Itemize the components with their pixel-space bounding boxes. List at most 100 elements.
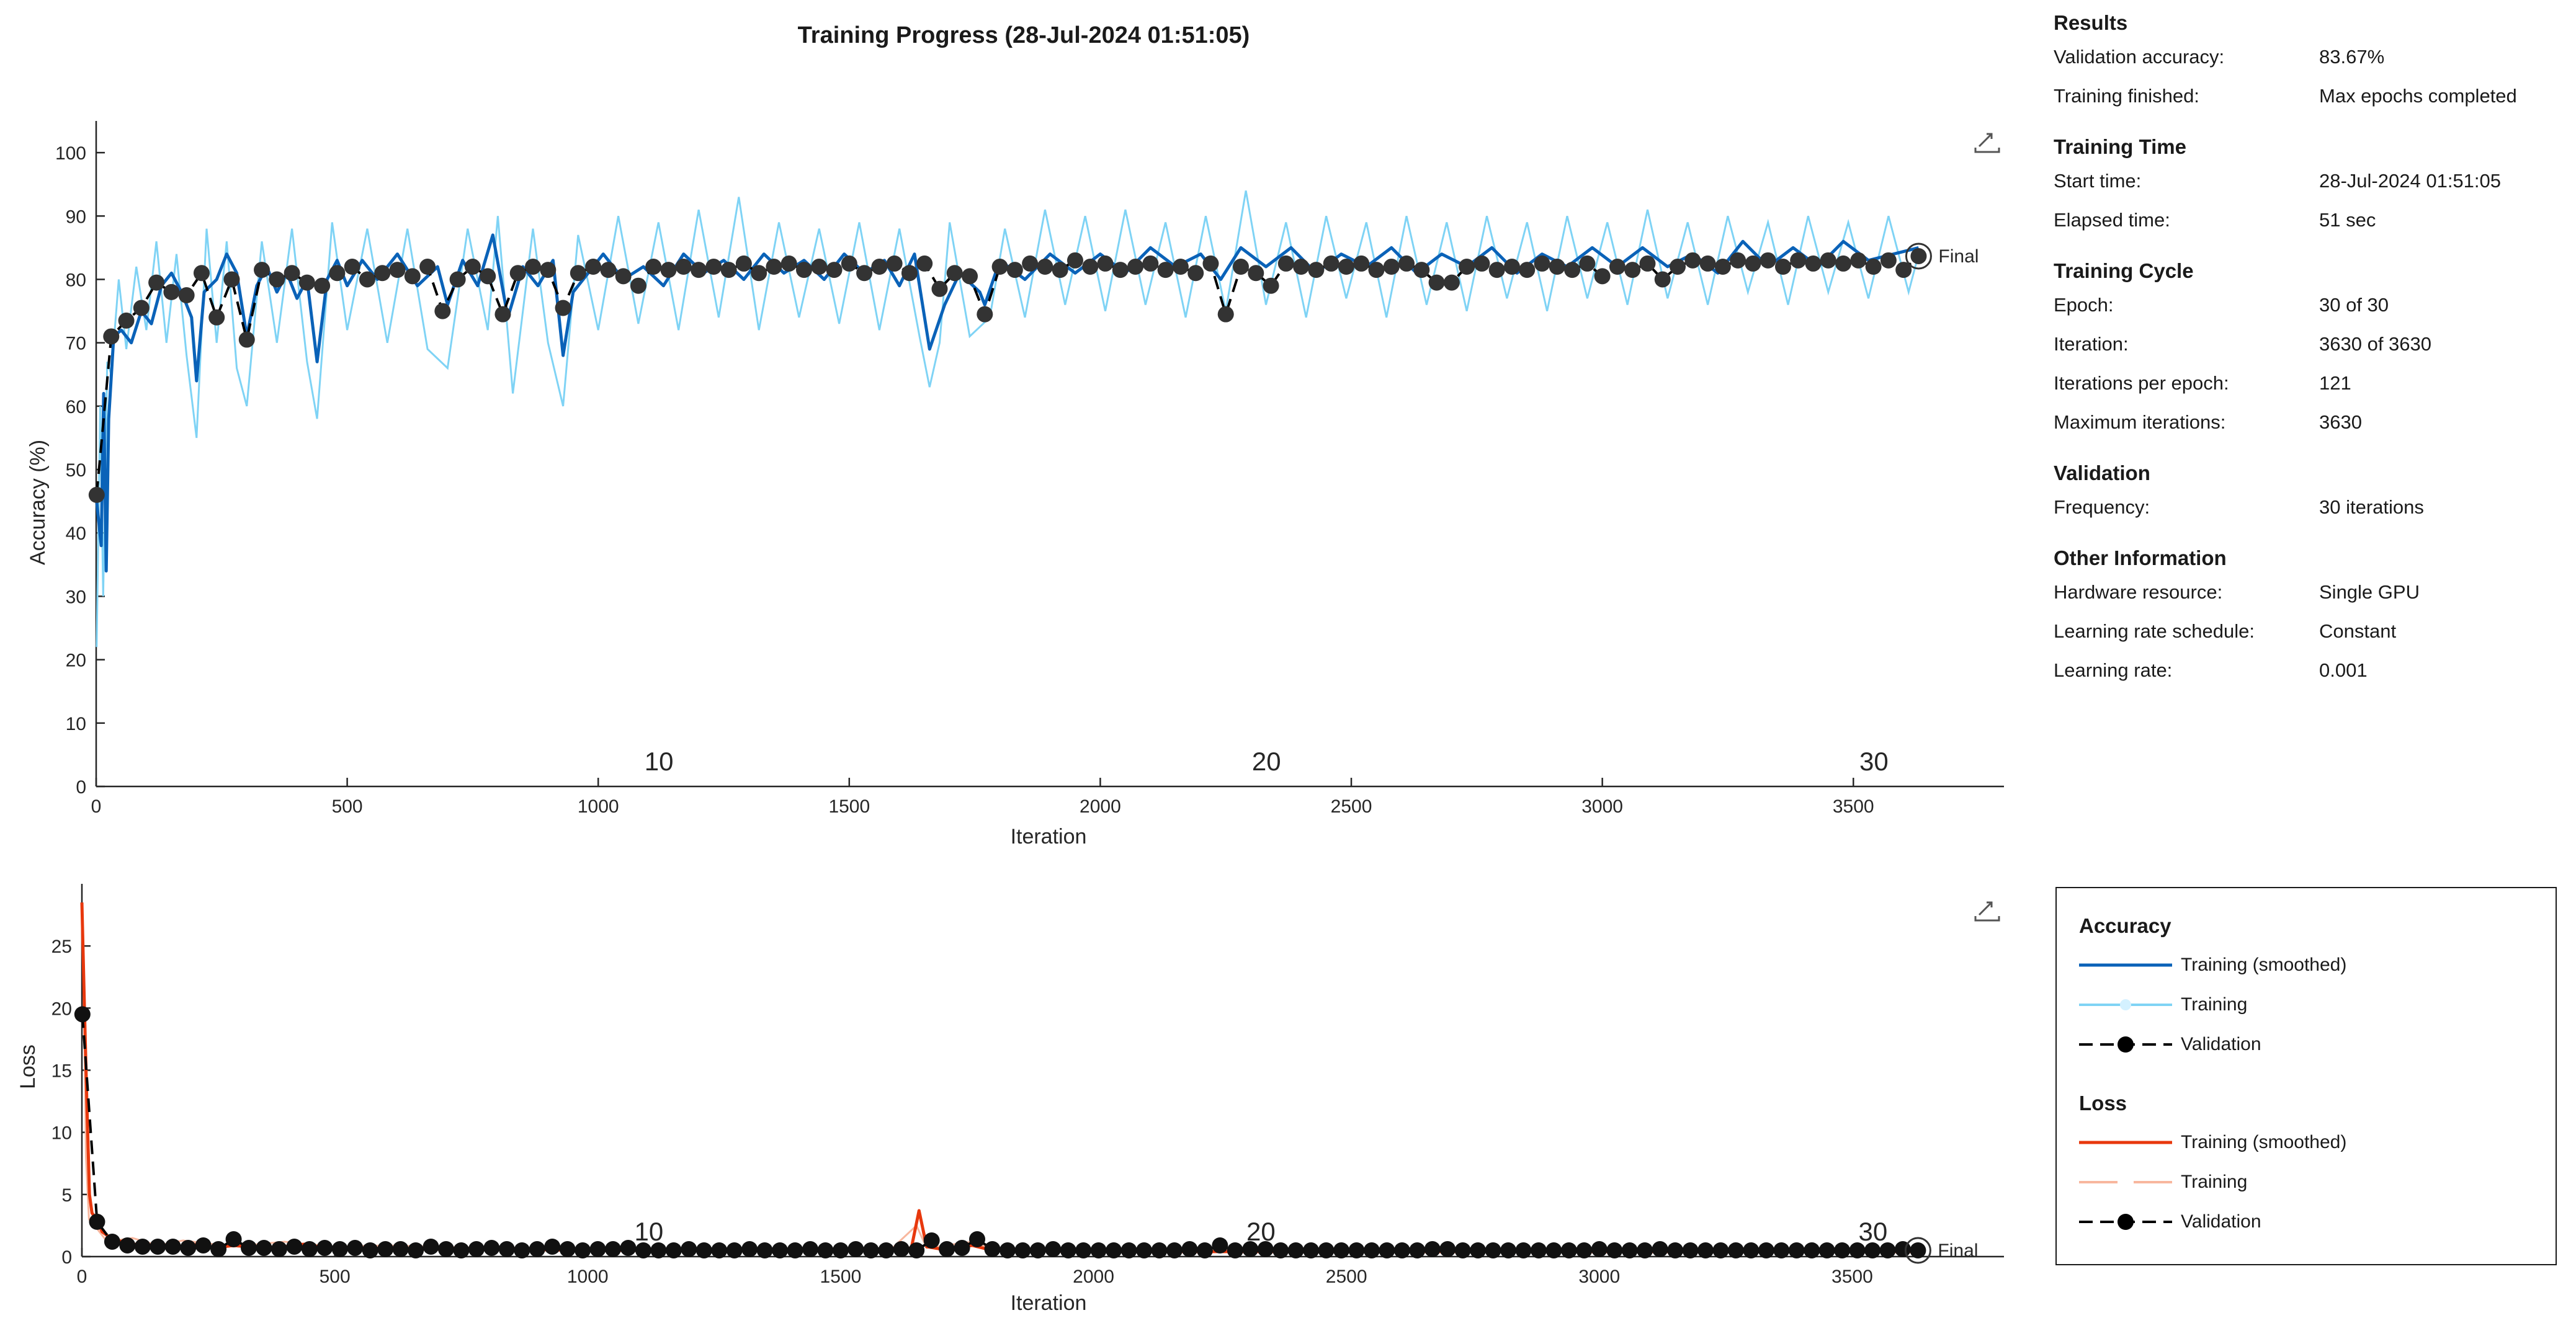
loss-validation-point	[104, 1233, 120, 1250]
loss-validation-point	[316, 1239, 333, 1256]
accuracy-validation-point	[1699, 255, 1716, 272]
accuracy-validation-point	[284, 265, 300, 282]
loss-validation-point	[180, 1239, 197, 1256]
loss-validation-point	[498, 1240, 515, 1257]
loss-validation-point	[1120, 1242, 1137, 1258]
loss-validation-point	[1682, 1242, 1699, 1258]
other-information-heading: Other Information	[2054, 546, 2227, 569]
loss-x-tick-label: 3500	[1831, 1267, 1873, 1287]
info-key: Learning rate:	[2054, 659, 2173, 681]
accuracy-epoch-label: 30	[1859, 747, 1889, 776]
accuracy-validation-point	[1549, 259, 1565, 275]
loss-validation-point	[1318, 1242, 1335, 1258]
loss-validation-point	[210, 1240, 227, 1257]
loss-validation-point	[1637, 1242, 1653, 1258]
loss-validation-point	[74, 1006, 91, 1023]
loss-validation-point	[1257, 1240, 1274, 1257]
accuracy-validation-point	[916, 255, 933, 272]
info-key: Iterations per epoch:	[2054, 372, 2229, 394]
export-icon[interactable]	[1973, 129, 2001, 154]
loss-y-axis-label: Loss	[16, 1044, 40, 1089]
loss-validation-point	[711, 1242, 728, 1258]
learning-rate-row: Learning rate: 0.001	[2054, 651, 2562, 690]
accuracy-validation-point	[931, 280, 948, 297]
accuracy-y-axis-label: Accuracy (%)	[26, 440, 50, 565]
loss-validation-point	[1743, 1242, 1760, 1258]
accuracy-validation-point	[419, 259, 436, 275]
loss-x-tick-label: 0	[77, 1267, 87, 1287]
accuracy-validation-point	[1323, 255, 1339, 272]
other-information-section: Other Information Hardware resource: Sin…	[2054, 544, 2562, 690]
accuracy-x-tick-label: 1000	[578, 796, 619, 817]
info-value: Max epochs completed	[2319, 85, 2517, 107]
loss-validation-point	[1272, 1242, 1289, 1258]
training-time-section: Training Time Start time: 28-Jul-2024 01…	[2054, 133, 2562, 239]
accuracy-validation-point	[1865, 259, 1882, 275]
accuracy-y-tick-label: 60	[66, 397, 86, 417]
loss-validation-point	[301, 1240, 318, 1257]
info-value: 3630	[2319, 411, 2362, 433]
accuracy-validation-point	[1639, 255, 1656, 272]
loss-x-tick-label: 1000	[567, 1267, 609, 1287]
accuracy-validation-point	[1730, 252, 1746, 269]
legend-swatch-loss-smoothed	[2079, 1141, 2172, 1144]
page-title: Training Progress (28-Jul-2024 01:51:05)	[797, 22, 1250, 48]
loss-validation-point	[347, 1239, 364, 1256]
accuracy-validation-point	[434, 303, 451, 319]
loss-validation-point	[377, 1240, 394, 1257]
accuracy-x-tick-label: 0	[91, 796, 102, 817]
loss-validation-point	[1470, 1242, 1487, 1258]
loss-validation-point	[256, 1239, 272, 1256]
legend-label: Training	[2181, 1172, 2248, 1192]
export-icon[interactable]	[1973, 897, 2001, 922]
accuracy-validation-point	[1624, 262, 1641, 278]
legend-entry-loss-validation: Validation	[2079, 1209, 2261, 1234]
training-time-heading: Training Time	[2054, 135, 2186, 158]
loss-validation-point	[225, 1231, 242, 1247]
accuracy-validation-point	[494, 306, 511, 323]
accuracy-final-marker	[1905, 243, 1932, 270]
accuracy-validation-point	[1263, 277, 1279, 294]
accuracy-validation-point	[449, 271, 466, 288]
accuracy-y-tick-label: 50	[66, 460, 86, 481]
training-finished-row: Training finished: Max epochs completed	[2054, 76, 2562, 115]
loss-validation-point	[1029, 1242, 1046, 1258]
loss-validation-point	[1075, 1242, 1092, 1258]
loss-validation-point	[681, 1240, 697, 1257]
accuracy-validation-point	[118, 312, 135, 329]
accuracy-training-raw-line	[96, 190, 1920, 648]
loss-validation-point	[392, 1240, 409, 1257]
loss-y-tick-label: 0	[61, 1247, 72, 1268]
loss-x-tick-label: 1500	[820, 1267, 862, 1287]
accuracy-x-tick-label: 2000	[1080, 796, 1121, 817]
accuracy-y-tick-label: 100	[55, 143, 86, 164]
info-value: 121	[2319, 372, 2351, 394]
loss-validation-point	[1834, 1242, 1851, 1258]
loss-validation-point	[1591, 1240, 1608, 1257]
loss-chart: 0 500 1000 1500 2000 2500 3000 3500 0 5 10 15 20 25 It…	[16, 884, 2004, 1315]
loss-validation-point	[1242, 1240, 1259, 1257]
loss-validation-point	[1363, 1242, 1380, 1258]
accuracy-validation-point	[540, 262, 557, 278]
accuracy-validation-point	[1609, 259, 1626, 275]
loss-validation-point	[862, 1242, 879, 1258]
accuracy-x-tick-label: 2500	[1331, 796, 1372, 817]
accuracy-validation-point	[133, 300, 150, 316]
accuracy-validation-point	[464, 259, 481, 275]
accuracy-chart: 0 500 1000 1500 2000 2500 3000 3500 0 10 20 30 40 50 6…	[26, 121, 2004, 848]
accuracy-validation-point	[1670, 259, 1686, 275]
accuracy-validation-point	[374, 265, 391, 282]
hardware-resource-row: Hardware resource: Single GPU	[2054, 572, 2562, 612]
loss-validation-point	[1804, 1242, 1820, 1258]
loss-validation-point	[1393, 1242, 1410, 1258]
accuracy-validation-point	[720, 262, 737, 278]
accuracy-validation-point	[1805, 255, 1822, 272]
accuracy-validation-point	[735, 255, 752, 272]
accuracy-validation-point	[163, 283, 180, 300]
accuracy-validation-point	[1579, 255, 1596, 272]
loss-validation-point	[1788, 1242, 1805, 1258]
accuracy-validation-point	[856, 265, 873, 282]
accuracy-validation-point	[962, 268, 978, 285]
accuracy-validation-point	[1398, 255, 1415, 272]
